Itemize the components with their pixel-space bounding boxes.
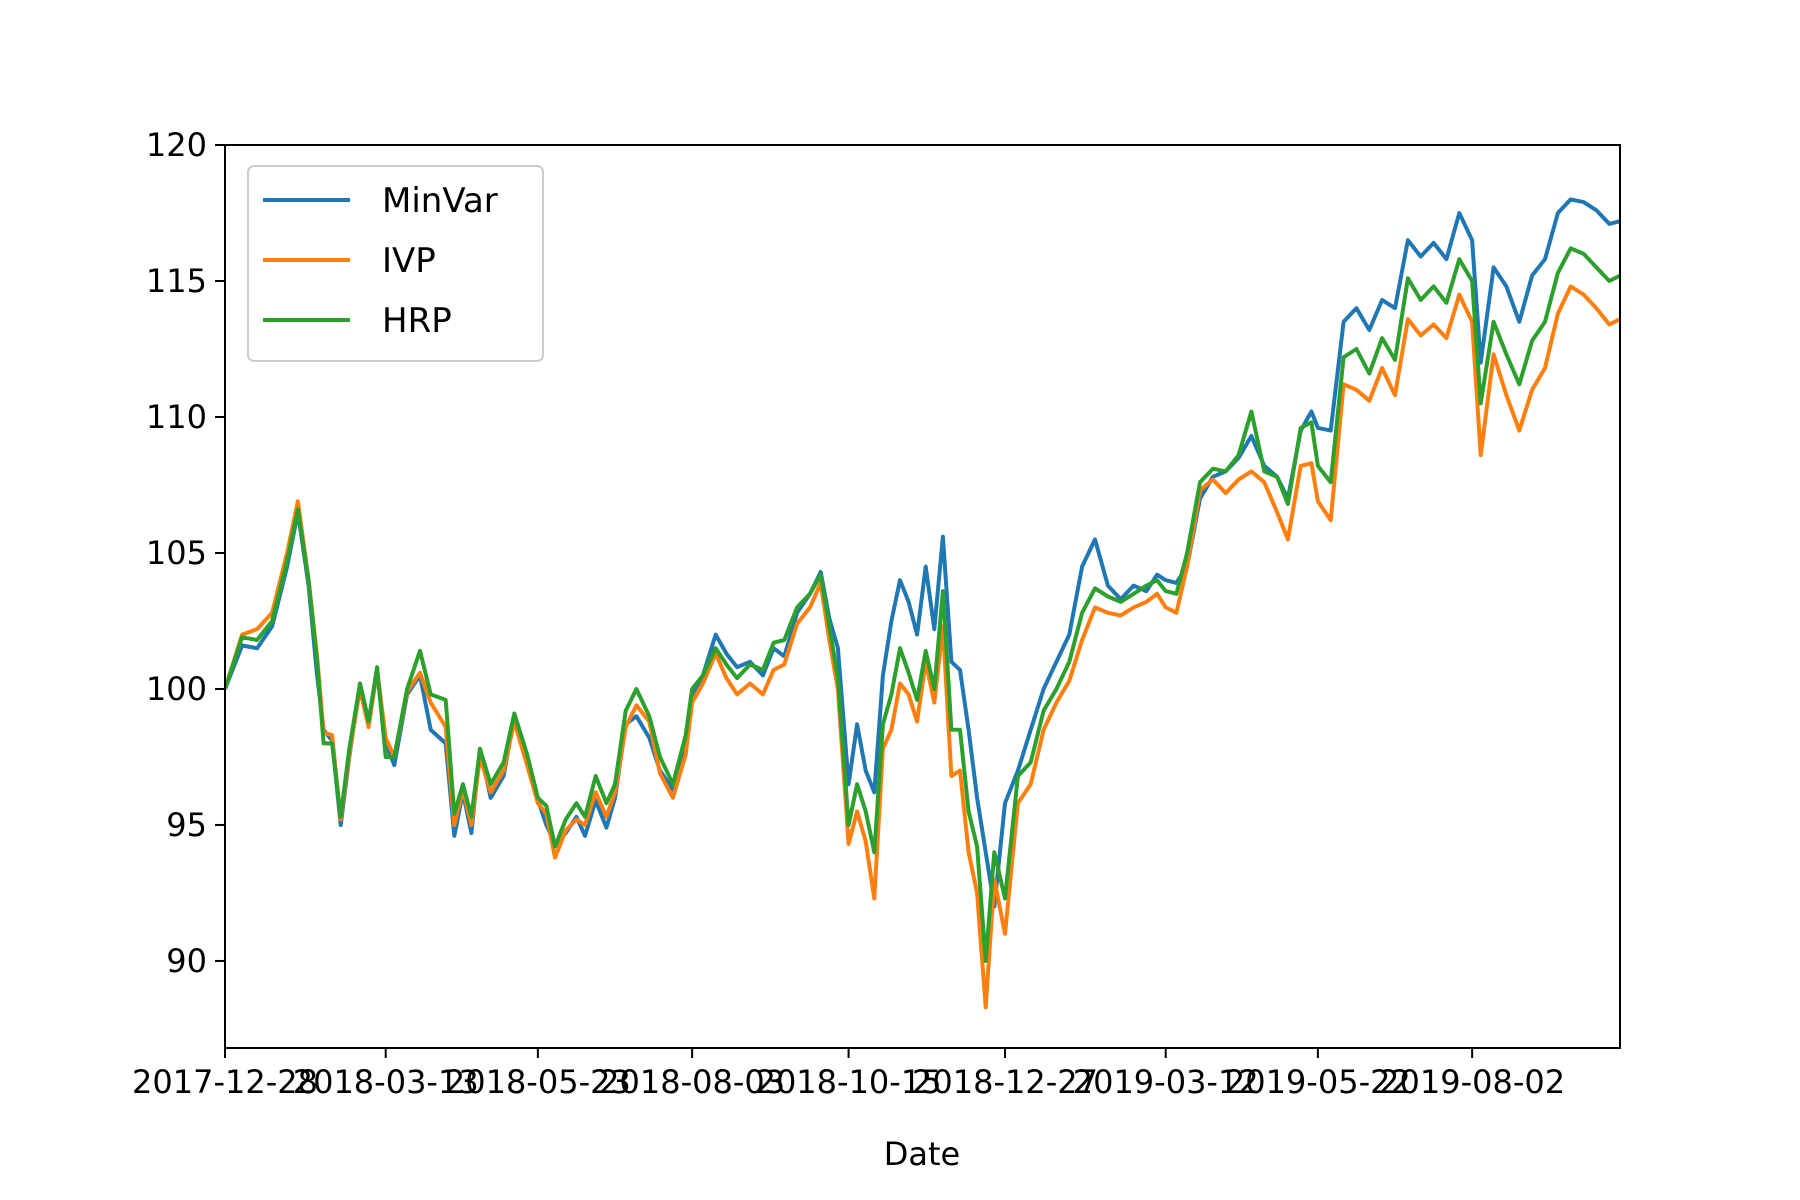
- x-tick-label: 2019-03-12: [1073, 1063, 1259, 1101]
- y-tick-label: 115: [146, 262, 207, 300]
- legend-label-ivp: IVP: [382, 241, 436, 281]
- y-axis: 90 95 100 105 110 115 120: [146, 126, 225, 980]
- x-tick-label: 2018-03-13: [293, 1063, 479, 1101]
- x-tick-label: 2018-10-15: [756, 1063, 942, 1101]
- legend-box: [247, 165, 544, 362]
- series-line-ivp: [225, 284, 1620, 1010]
- series-line-hrp: [225, 246, 1620, 963]
- x-tick-label: 2018-05-23: [445, 1063, 631, 1101]
- y-tick-label: 120: [146, 126, 207, 164]
- y-tick-label: 110: [146, 398, 207, 436]
- y-tick-label: 100: [146, 670, 207, 708]
- x-tick-label: 2018-12-27: [912, 1063, 1098, 1101]
- y-tick-label: 90: [166, 942, 207, 980]
- series-line-minvar: [225, 197, 1620, 909]
- x-tick-label: 2019-05-22: [1225, 1063, 1411, 1101]
- x-axis: 2017-12-282018-03-132018-05-232018-08-03…: [132, 1048, 1565, 1101]
- legend-label-minvar: MinVar: [382, 181, 498, 221]
- x-tick-label: 2017-12-28: [132, 1063, 318, 1101]
- y-tick-label: 105: [146, 534, 207, 572]
- x-axis-label: Date: [884, 1135, 960, 1173]
- x-tick-label: 2018-08-03: [599, 1063, 785, 1101]
- legend: MinVar IVP HRP: [247, 165, 544, 362]
- y-tick-label: 95: [166, 806, 207, 844]
- series-layer: [225, 197, 1620, 1010]
- legend-label-hrp: HRP: [382, 301, 452, 341]
- x-tick-label: 2019-08-02: [1379, 1063, 1565, 1101]
- plot-frame: [224, 144, 1621, 1049]
